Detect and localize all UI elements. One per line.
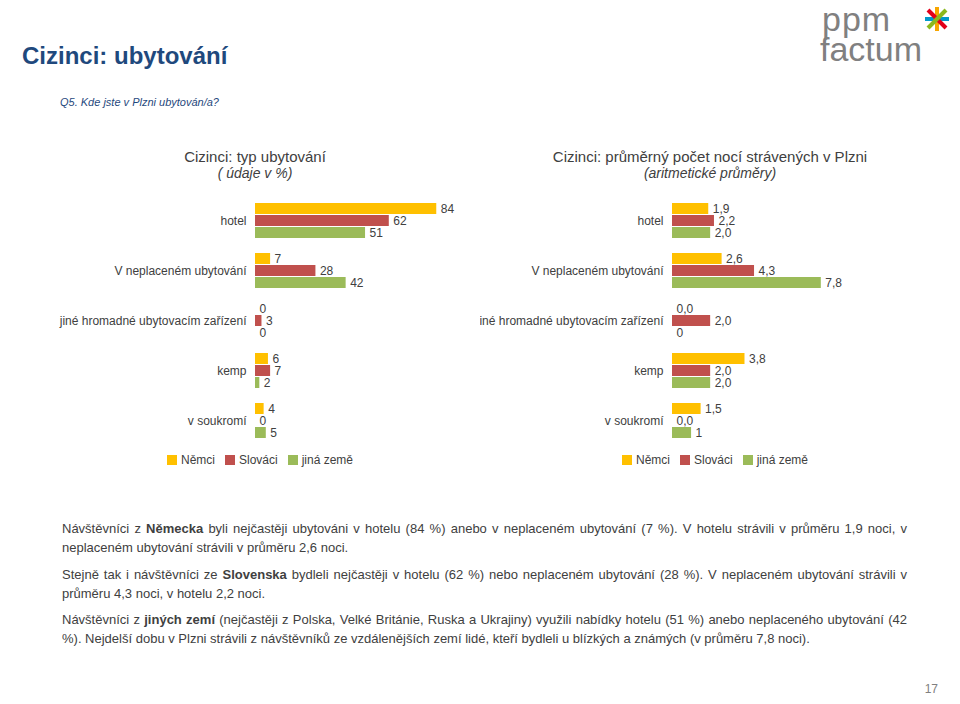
svg-text:7: 7 <box>275 364 282 378</box>
svg-text:1,5: 1,5 <box>705 402 722 416</box>
svg-text:jiné hromadné ubytovacím zaříz: jiné hromadné ubytovacím zařízení <box>480 314 664 328</box>
svg-text:3,8: 3,8 <box>749 352 766 366</box>
html-text:Němci: Němci <box>636 453 670 467</box>
svg-text:2,0: 2,0 <box>715 226 732 240</box>
html-text:Q5. Kde jste v Plzni ubytován/: Q5. Kde jste v Plzni ubytován/a? <box>60 96 219 108</box>
svg-text:0,0: 0,0 <box>677 302 694 316</box>
svg-text:7: 7 <box>275 252 282 266</box>
svg-text:62: 62 <box>393 214 407 228</box>
html-text:Cizinci: typ ubytování: Cizinci: typ ubytování <box>184 148 326 165</box>
svg-text:28: 28 <box>320 264 334 278</box>
html-text:jiná země: jiná země <box>301 453 353 467</box>
svg-text:5: 5 <box>270 426 277 440</box>
svg-text:4,3: 4,3 <box>759 264 776 278</box>
html-text:(aritmetické průměry): (aritmetické průměry) <box>643 165 777 181</box>
svg-text:V neplaceném ubytování: V neplaceném ubytování <box>531 264 664 278</box>
svg-text:84: 84 <box>441 202 455 216</box>
svg-text:2,2: 2,2 <box>718 213 736 228</box>
svg-text:0: 0 <box>677 326 684 340</box>
html-text:Cizinci: ubytování: Cizinci: ubytování <box>22 42 228 69</box>
svg-text:2,6: 2,6 <box>726 252 743 266</box>
svg-text:7,8: 7,8 <box>825 276 842 290</box>
svg-text:1,9: 1,9 <box>712 201 730 216</box>
svg-text:2,0: 2,0 <box>715 376 732 390</box>
svg-text:42: 42 <box>350 276 364 290</box>
svg-text:2,0: 2,0 <box>714 363 732 378</box>
html-text:Němci: Němci <box>181 453 215 467</box>
svg-text:hotel: hotel <box>220 214 246 228</box>
html-text:Návštěvníci z jiných zemí (nej: Návštěvníci z jiných zemí (nejčastěji z … <box>62 612 907 647</box>
svg-text:kemp: kemp <box>634 364 664 378</box>
svg-text:kemp: kemp <box>217 364 247 378</box>
html-text:( údaje v %): ( údaje v %) <box>217 165 293 181</box>
html-text:factum: factum <box>820 30 922 68</box>
svg-text:6: 6 <box>272 351 280 366</box>
svg-text:0: 0 <box>260 414 267 428</box>
svg-text:2,0: 2,0 <box>715 314 732 328</box>
html-text:Stejně tak i návštěvníci ze Sl: Stejně tak i návštěvníci ze Slovenska by… <box>62 566 907 601</box>
svg-text:3: 3 <box>266 314 273 328</box>
svg-text:0,0: 0,0 <box>677 414 694 428</box>
html-text:Návštěvníci z Německa byli nej: Návštěvníci z Německa byli nejčastěji ub… <box>62 521 907 555</box>
svg-text:v soukromí: v soukromí <box>188 414 247 428</box>
html-text:Slováci: Slováci <box>239 453 278 467</box>
svg-text:0: 0 <box>260 326 267 340</box>
svg-text:1: 1 <box>696 426 703 440</box>
html-text:jiná země: jiná země <box>756 453 808 467</box>
html-text:17: 17 <box>924 682 938 696</box>
svg-text:2: 2 <box>264 376 271 390</box>
svg-text:v soukromí: v soukromí <box>605 414 664 428</box>
svg-text:0: 0 <box>259 301 267 316</box>
svg-text:51: 51 <box>370 226 384 240</box>
html-text:Slováci: Slováci <box>694 453 733 467</box>
svg-text:hotel: hotel <box>637 214 663 228</box>
html-text:Cizinci: průměrný počet nocí s: Cizinci: průměrný počet nocí strávených … <box>552 148 868 165</box>
svg-text:V neplaceném ubytování: V neplaceném ubytování <box>114 264 247 278</box>
html-text:ppm: ppm <box>822 0 892 38</box>
svg-text:jiné hromadné ubytovacím zaříz: jiné hromadné ubytovacím zařízení <box>59 314 247 328</box>
svg-text:4: 4 <box>268 402 275 416</box>
